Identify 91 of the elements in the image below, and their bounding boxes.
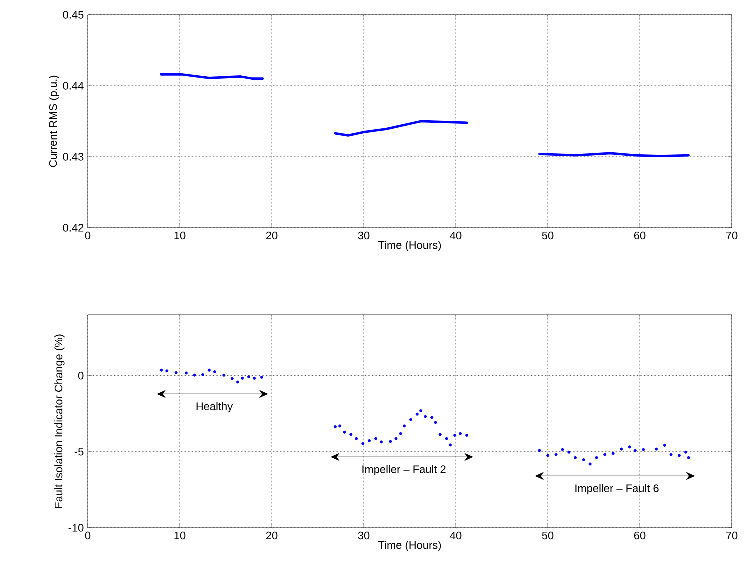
x-tick-label: 10 [174, 232, 186, 240]
point [655, 448, 658, 451]
point [604, 453, 607, 456]
y-axis-title: Current RMS (p.u.) [49, 76, 60, 168]
point [334, 425, 337, 428]
point [230, 377, 234, 380]
point [612, 452, 615, 456]
point [420, 409, 423, 412]
point [445, 437, 448, 440]
point [588, 462, 592, 466]
point [399, 432, 402, 436]
point [174, 371, 178, 374]
point [202, 373, 205, 376]
point [222, 374, 226, 377]
x-tick-label: 30 [358, 232, 370, 240]
point [193, 374, 196, 377]
point [184, 372, 188, 375]
x-tick-label: 50 [542, 232, 554, 240]
point [438, 433, 442, 436]
point [389, 440, 392, 444]
point [459, 432, 462, 436]
point [166, 370, 169, 373]
x-tick-label: 50 [542, 532, 554, 540]
point [574, 456, 578, 460]
x-tick-label: 40 [450, 232, 462, 240]
point [466, 434, 469, 437]
point [343, 430, 346, 434]
point [394, 437, 398, 440]
x-tick-label: 30 [358, 532, 370, 540]
x-tick-label: 0 [85, 532, 91, 540]
point [253, 376, 256, 380]
point [634, 449, 637, 452]
x-tick-label: 70 [726, 232, 738, 240]
x-tick-label: 40 [450, 532, 462, 540]
point [554, 453, 558, 456]
point [620, 448, 624, 451]
point [380, 440, 383, 444]
y-tick-label: 0.45 [63, 11, 84, 19]
point [538, 449, 542, 452]
point [338, 424, 342, 428]
x-tick-label: 10 [174, 532, 186, 540]
point [362, 442, 365, 446]
x-tick-label: 60 [634, 532, 646, 540]
y-tick-label: -10 [68, 524, 84, 532]
point [355, 437, 358, 440]
point [416, 412, 419, 416]
x-tick-label: 20 [266, 532, 278, 540]
point [248, 376, 251, 379]
point [208, 368, 211, 372]
y-tick-label: -5 [74, 448, 84, 456]
y-tick-label: 0.44 [63, 82, 84, 90]
point [663, 444, 666, 448]
point [642, 448, 646, 452]
point [241, 376, 244, 380]
point [684, 450, 688, 454]
point [687, 456, 690, 460]
point [628, 446, 632, 449]
point [561, 448, 564, 452]
y-tick-label: 0.43 [63, 153, 84, 161]
point [568, 450, 571, 454]
point [160, 368, 164, 372]
point [424, 415, 428, 418]
x-axis-title: Time (Hours) [378, 541, 442, 552]
y-tick-label: 0.42 [63, 224, 84, 232]
x-axis-title: Time (Hours) [378, 241, 442, 252]
point [368, 439, 372, 442]
x-tick-label: 0 [85, 232, 91, 240]
point [678, 454, 682, 458]
point [402, 424, 406, 428]
point [260, 376, 264, 380]
point [430, 416, 434, 420]
annotation: Healthy [196, 402, 234, 413]
y-axis-title: Fault Isolation Indicator Change (%) [54, 334, 65, 508]
point [350, 433, 353, 436]
point [670, 453, 673, 456]
point [454, 434, 457, 437]
x-tick-label: 70 [726, 532, 738, 540]
point [546, 454, 550, 458]
point [213, 370, 216, 374]
x-tick-label: 60 [634, 232, 646, 240]
point [374, 437, 378, 440]
annotation: Impeller – Fault 2 [362, 465, 446, 476]
point [582, 458, 586, 462]
y-tick-label: 0 [78, 372, 84, 380]
annotation: Impeller – Fault 6 [576, 484, 659, 495]
point [434, 421, 438, 424]
x-tick-label: 20 [266, 232, 278, 240]
point [448, 444, 452, 447]
point [236, 380, 240, 384]
point [409, 418, 412, 422]
point [595, 456, 598, 460]
